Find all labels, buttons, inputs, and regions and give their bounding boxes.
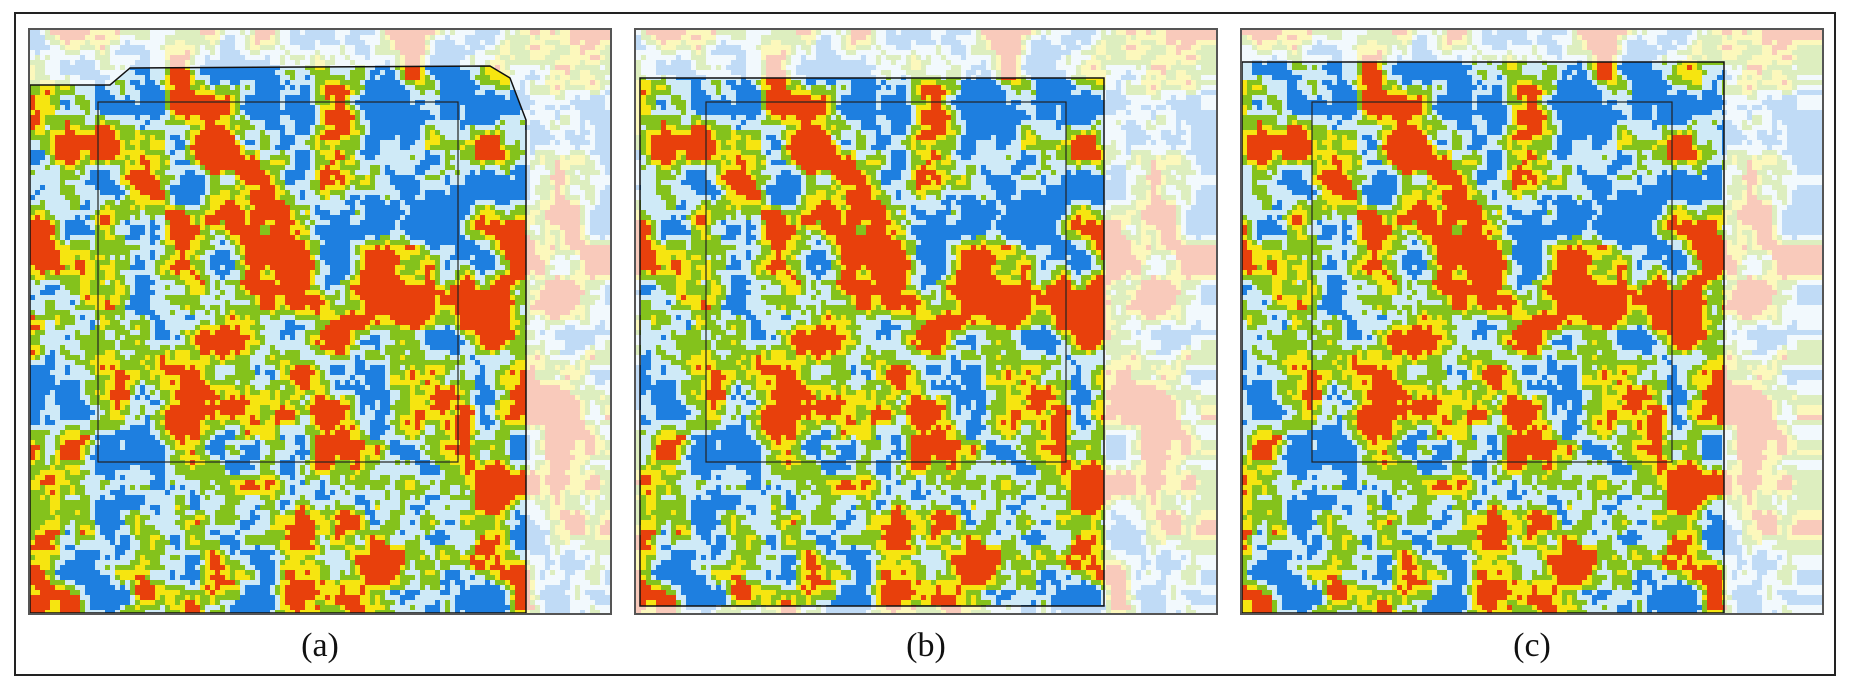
map-c xyxy=(1242,30,1822,613)
caption-b: (b) xyxy=(866,626,986,666)
classified-map-layer xyxy=(1242,62,1724,613)
panel-c-map xyxy=(1240,28,1824,615)
panel-b-map xyxy=(634,28,1218,615)
map-boundary-outline xyxy=(1242,61,1725,613)
caption-c: (c) xyxy=(1472,626,1592,666)
map-a xyxy=(30,30,610,613)
map-b xyxy=(636,30,1216,613)
inner-reference-square xyxy=(1311,101,1673,463)
caption-a: (a) xyxy=(260,626,380,666)
classified-map-layer xyxy=(30,66,526,613)
map-boundary-outline xyxy=(30,65,527,613)
panel-a-map xyxy=(28,28,612,615)
inner-reference-square xyxy=(705,101,1067,463)
inner-reference-square xyxy=(97,101,459,463)
map-boundary-outline xyxy=(639,77,1105,607)
classified-map-layer xyxy=(640,78,1104,606)
